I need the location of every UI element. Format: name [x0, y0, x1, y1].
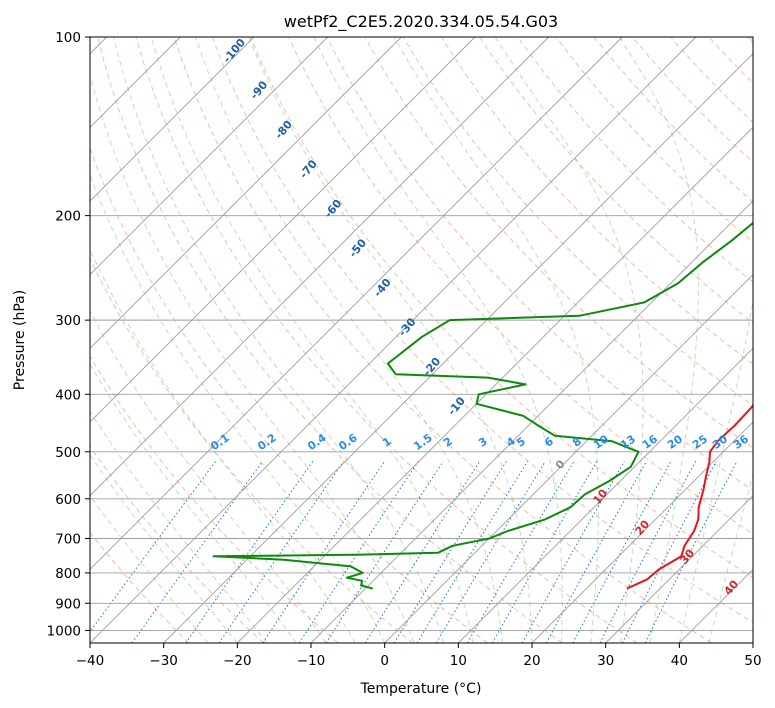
isotherm-line	[163, 53, 753, 643]
isotherm-line	[90, 37, 255, 202]
isotherm-line	[384, 274, 753, 643]
dry-adiabat-line	[211, 37, 753, 624]
y-tick-label: 900	[55, 596, 81, 612]
y-tick-label: 1000	[47, 623, 81, 639]
chart-title: wetPf2_C2E5.2020.334.05.54.G03	[284, 12, 558, 32]
y-tick-label: 500	[55, 445, 81, 461]
mixing-ratio-line	[262, 460, 386, 643]
isotherm-line	[90, 37, 697, 643]
mixing-ratio-line	[491, 460, 598, 643]
x-tick-label: 50	[744, 653, 761, 669]
dry-adiabat-line	[479, 37, 753, 324]
isotherm-line	[90, 37, 328, 276]
moist-adiabat-line	[113, 37, 445, 643]
mixing-ratio-line	[90, 460, 217, 633]
x-tick-label: 10	[450, 653, 467, 669]
y-tick-label: 400	[55, 387, 81, 403]
dry-adiabat-line	[593, 37, 753, 203]
moist-adiabat-line	[90, 362, 297, 643]
moist-adiabat-line	[90, 248, 356, 643]
mixing-ratio-line	[644, 460, 738, 643]
mixing-ratio-line	[298, 460, 419, 643]
x-axis-title: Temperature (°C)	[360, 681, 482, 697]
grid-lines	[90, 37, 753, 643]
plot-frame	[89, 36, 754, 644]
dry-adiabat-line	[555, 37, 753, 243]
isotherm-line	[310, 200, 753, 643]
moist-adiabat-line	[90, 494, 209, 643]
y-tick-label: 700	[55, 532, 81, 548]
dry-adiabat-line	[517, 37, 753, 283]
moist-adiabat-line	[195, 37, 503, 643]
moist-adiabat-line	[678, 37, 753, 643]
moist-adiabat-line	[90, 454, 238, 643]
dry-adiabat-line	[90, 257, 414, 643]
x-tick-label: 40	[671, 653, 688, 669]
dry-adiabat-line	[90, 531, 190, 643]
x-tick-label: −20	[223, 653, 252, 669]
x-tick-label: 0	[380, 653, 389, 669]
dry-adiabat-line	[364, 37, 753, 449]
x-tick-label: 20	[523, 653, 540, 669]
x-tick-label: −30	[149, 653, 178, 669]
mixing-ratio-line	[325, 460, 444, 643]
y-tick-label: 800	[55, 566, 81, 582]
dewpoint-profile-line	[212, 221, 753, 590]
moist-adiabat-line	[90, 410, 268, 643]
isotherm-line	[605, 495, 753, 643]
y-tick-label: 300	[55, 313, 81, 329]
isotherm-line	[90, 37, 476, 423]
isotherm-line	[531, 421, 753, 643]
mixing-ratio-line	[435, 460, 546, 643]
mixing-ratio-line	[185, 460, 314, 643]
moist-adiabat-line	[313, 37, 563, 643]
y-axis-title: Pressure (hPa)	[12, 290, 28, 390]
dry-adiabat-line	[250, 37, 753, 579]
isotherm-line	[90, 37, 549, 497]
dry-adiabat-line	[631, 37, 753, 163]
dry-adiabat-line	[402, 37, 753, 407]
isotherm-line	[237, 126, 753, 643]
x-tick-label: −10	[297, 653, 326, 669]
x-tick-label: −40	[76, 653, 105, 669]
moist-adiabat-line	[248, 37, 533, 643]
background-lines	[90, 37, 753, 643]
mixing-ratio-line	[131, 460, 264, 643]
profile-lines	[212, 221, 753, 590]
moist-adiabat-line	[619, 37, 699, 643]
mixing-ratio-line	[416, 460, 529, 643]
mixing-ratio-line	[218, 460, 345, 643]
y-tick-label: 600	[55, 492, 81, 508]
moist-adiabat-line	[494, 37, 644, 643]
axis-ticks: −40 −30 −20 −10 0 10 20 30 40 50 100 200 300 400 500 60…	[47, 30, 762, 669]
dry-adiabat-line	[288, 37, 753, 535]
dry-adiabat-line	[90, 355, 339, 643]
y-tick-label: 100	[55, 30, 81, 46]
dry-adiabat-line	[135, 37, 638, 643]
isotherm-line	[90, 37, 623, 570]
mixing-ratio-line	[467, 460, 575, 643]
mixing-ratio-line	[545, 460, 647, 643]
moist-adiabat-line	[393, 37, 599, 643]
dry-adiabat-line	[326, 37, 753, 492]
temperature-profile-line	[626, 403, 753, 590]
isotherm-line	[90, 37, 402, 349]
x-tick-label: 30	[597, 653, 614, 669]
y-tick-label: 200	[55, 209, 81, 225]
dry-adiabat-line	[97, 37, 563, 643]
isotherm-line	[458, 347, 753, 643]
dry-adiabat-line	[440, 37, 753, 365]
